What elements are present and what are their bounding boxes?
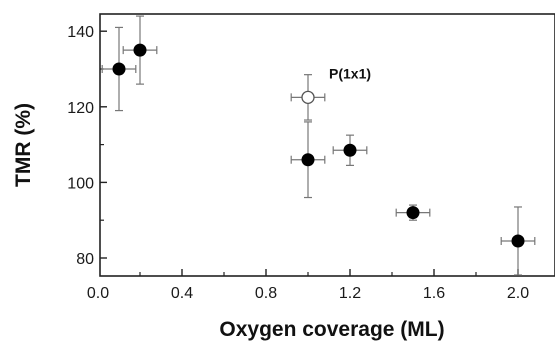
- filled-data-point: [112, 62, 126, 76]
- y-axis-title: TMR (%): [12, 103, 35, 187]
- annotations: P(1x1): [329, 65, 371, 81]
- error-bars: [101, 15, 536, 276]
- filled-data-point: [301, 153, 315, 167]
- open-data-point: [301, 90, 315, 104]
- x-tick-label: 0.4: [171, 285, 193, 302]
- y-tick-label: 100: [67, 175, 94, 192]
- x-axis-ticks: 0.0 0.4 0.8 1.2 1.6 2.0: [87, 269, 529, 302]
- y-tick-label: 80: [76, 251, 94, 268]
- y-tick-label: 140: [67, 24, 94, 41]
- x-axis-title: Oxygen coverage (ML): [219, 318, 444, 341]
- x-tick-label: 1.6: [423, 285, 445, 302]
- filled-data-point: [406, 206, 420, 220]
- x-tick-label: 2.0: [507, 285, 529, 302]
- x-tick-label: 0.0: [87, 285, 109, 302]
- filled-data-point: [511, 234, 525, 248]
- plot-frame: [99, 13, 555, 277]
- x-tick-label: 1.2: [339, 285, 361, 302]
- filled-data-point: [133, 43, 147, 57]
- x-tick-label: 0.8: [255, 285, 277, 302]
- y-axis-ticks: 80 100 120 140: [67, 24, 107, 268]
- y-tick-label: 120: [67, 100, 94, 117]
- filled-data-point: [343, 143, 357, 157]
- annotation-label: P(1x1): [329, 65, 371, 81]
- data-points: [112, 43, 525, 248]
